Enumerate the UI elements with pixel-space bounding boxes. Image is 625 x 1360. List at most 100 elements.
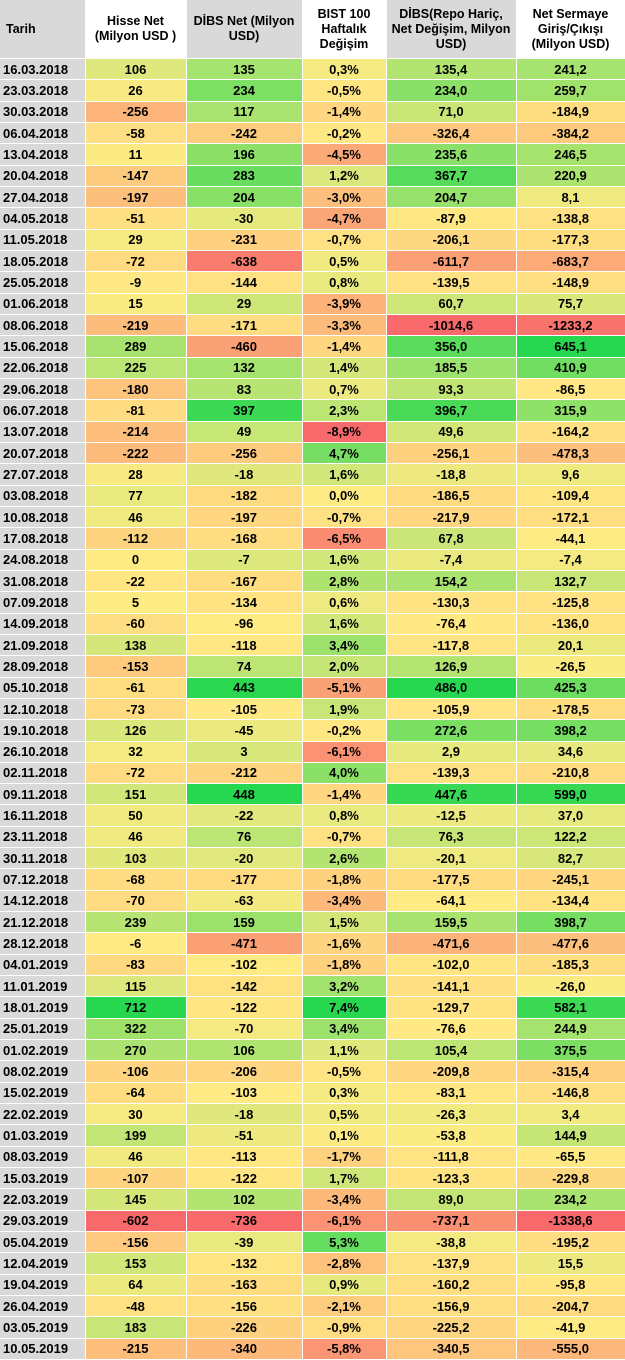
table-row: 23.11.2018 46 76 -0,7% 76,3 122,2	[0, 826, 625, 849]
cell-tarih: 15.02.2019	[0, 1082, 86, 1105]
cell-hisse-net: -6	[85, 932, 187, 955]
cell-dibs-repo-haric: -141,1	[386, 975, 517, 998]
cell-dibs-net: -182	[186, 485, 303, 507]
cell-bist100: 7,4%	[302, 996, 387, 1019]
cell-bist100: -1,4%	[302, 101, 387, 123]
cell-dibs-repo-haric: -129,7	[386, 996, 517, 1019]
table-row: 25.05.2018 -9 -144 0,8% -139,5 -148,9	[0, 271, 625, 294]
cell-dibs-repo-haric: -18,8	[386, 463, 517, 486]
cell-dibs-repo-haric: -139,5	[386, 271, 517, 294]
cell-bist100: -0,7%	[302, 506, 387, 529]
cell-dibs-repo-haric: 159,5	[386, 911, 517, 934]
cell-dibs-net: -638	[186, 250, 303, 273]
cell-tarih: 16.03.2018	[0, 58, 86, 81]
table-row: 21.12.2018 239 159 1,5% 159,5 398,7	[0, 911, 625, 934]
cell-bist100: -4,5%	[302, 143, 387, 166]
cell-dibs-repo-haric: 272,6	[386, 719, 517, 742]
cell-net-sermaye: 645,1	[516, 335, 625, 358]
cell-dibs-net: -206	[186, 1060, 303, 1083]
cell-net-sermaye: 34,6	[516, 741, 625, 763]
cell-hisse-net: 30	[85, 1103, 187, 1126]
cell-hisse-net: 46	[85, 1146, 187, 1169]
header-net-sermaye: Net Sermaye Giriş/Çıkışı (Milyon USD)	[516, 0, 625, 59]
cell-dibs-repo-haric: -111,8	[386, 1146, 517, 1169]
cell-hisse-net: -112	[85, 527, 187, 550]
cell-tarih: 15.03.2019	[0, 1167, 86, 1190]
cell-dibs-net: -471	[186, 932, 303, 955]
table-row: 31.08.2018 -22 -167 2,8% 154,2 132,7	[0, 570, 625, 593]
table-row: 13.04.2018 11 196 -4,5% 235,6 246,5	[0, 143, 625, 166]
table-row: 02.11.2018 -72 -212 4,0% -139,3 -210,8	[0, 762, 625, 785]
cell-hisse-net: -48	[85, 1295, 187, 1318]
cell-net-sermaye: -26,0	[516, 975, 625, 998]
cell-hisse-net: 712	[85, 996, 187, 1019]
cell-net-sermaye: 398,2	[516, 719, 625, 742]
table-row: 15.06.2018 289 -460 -1,4% 356,0 645,1	[0, 335, 625, 358]
cell-dibs-repo-haric: -26,3	[386, 1103, 517, 1126]
cell-bist100: 2,8%	[302, 570, 387, 593]
cell-hisse-net: 145	[85, 1188, 187, 1211]
cell-dibs-repo-haric: 204,7	[386, 186, 517, 209]
cell-dibs-repo-haric: -20,1	[386, 847, 517, 870]
table-row: 17.08.2018 -112 -168 -6,5% 67,8 -44,1	[0, 527, 625, 550]
cell-dibs-repo-haric: -340,5	[386, 1338, 517, 1360]
cell-tarih: 13.04.2018	[0, 143, 86, 166]
cell-dibs-repo-haric: -102,0	[386, 954, 517, 977]
cell-hisse-net: 225	[85, 357, 187, 379]
cell-dibs-repo-haric: 154,2	[386, 570, 517, 593]
cell-bist100: 3,4%	[302, 634, 387, 657]
cell-tarih: 29.03.2019	[0, 1210, 86, 1233]
cell-net-sermaye: -210,8	[516, 762, 625, 785]
cell-net-sermaye: 82,7	[516, 847, 625, 870]
cell-dibs-repo-haric: -137,9	[386, 1252, 517, 1275]
cell-bist100: 1,4%	[302, 357, 387, 379]
cell-dibs-repo-haric: -123,3	[386, 1167, 517, 1190]
cell-tarih: 28.12.2018	[0, 932, 86, 955]
cell-dibs-repo-haric: -117,8	[386, 634, 517, 657]
cell-hisse-net: 46	[85, 506, 187, 529]
cell-dibs-net: -70	[186, 1018, 303, 1041]
cell-hisse-net: 199	[85, 1124, 187, 1147]
cell-hisse-net: -219	[85, 314, 187, 337]
cell-bist100: -1,6%	[302, 932, 387, 955]
table-row: 30.11.2018 103 -20 2,6% -20,1 82,7	[0, 847, 625, 870]
cell-hisse-net: -70	[85, 890, 187, 913]
cell-dibs-repo-haric: -186,5	[386, 485, 517, 507]
cell-bist100: -6,5%	[302, 527, 387, 550]
cell-bist100: -8,9%	[302, 421, 387, 443]
table-row: 06.07.2018 -81 397 2,3% 396,7 315,9	[0, 399, 625, 422]
cell-net-sermaye: -184,9	[516, 101, 625, 123]
cell-dibs-net: -18	[186, 463, 303, 486]
cell-bist100: 1,6%	[302, 463, 387, 486]
cell-dibs-net: -736	[186, 1210, 303, 1233]
cell-hisse-net: 151	[85, 783, 187, 806]
cell-dibs-repo-haric: -156,9	[386, 1295, 517, 1318]
header-hisse-net: Hisse Net (Milyon USD )	[85, 0, 187, 59]
cell-net-sermaye: -1233,2	[516, 314, 625, 337]
cell-hisse-net: -106	[85, 1060, 187, 1083]
table-row: 01.03.2019 199 -51 0,1% -53,8 144,9	[0, 1124, 625, 1147]
cell-dibs-net: -226	[186, 1316, 303, 1339]
cell-tarih: 08.06.2018	[0, 314, 86, 337]
cell-dibs-repo-haric: -76,6	[386, 1018, 517, 1041]
cell-hisse-net: -60	[85, 613, 187, 635]
cell-bist100: -6,1%	[302, 741, 387, 763]
cell-dibs-repo-haric: 235,6	[386, 143, 517, 166]
cell-tarih: 24.08.2018	[0, 549, 86, 571]
cell-dibs-net: -171	[186, 314, 303, 337]
cell-bist100: 1,2%	[302, 165, 387, 187]
cell-tarih: 26.04.2019	[0, 1295, 86, 1318]
cell-tarih: 22.03.2019	[0, 1188, 86, 1211]
cell-tarih: 25.05.2018	[0, 271, 86, 294]
cell-net-sermaye: -125,8	[516, 591, 625, 614]
table-row: 10.08.2018 46 -197 -0,7% -217,9 -172,1	[0, 506, 625, 529]
cell-dibs-repo-haric: -12,5	[386, 804, 517, 827]
cell-dibs-repo-haric: 49,6	[386, 421, 517, 443]
cell-dibs-net: 448	[186, 783, 303, 806]
cell-bist100: -1,8%	[302, 954, 387, 977]
cell-dibs-repo-haric: -471,6	[386, 932, 517, 955]
cell-net-sermaye: -177,3	[516, 229, 625, 251]
cell-dibs-repo-haric: 2,9	[386, 741, 517, 763]
cell-bist100: -1,4%	[302, 335, 387, 358]
